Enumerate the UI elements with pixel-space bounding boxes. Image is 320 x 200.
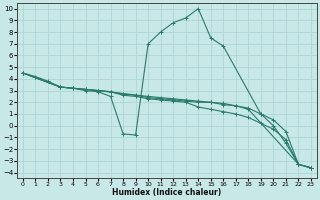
X-axis label: Humidex (Indice chaleur): Humidex (Indice chaleur)	[112, 188, 221, 197]
